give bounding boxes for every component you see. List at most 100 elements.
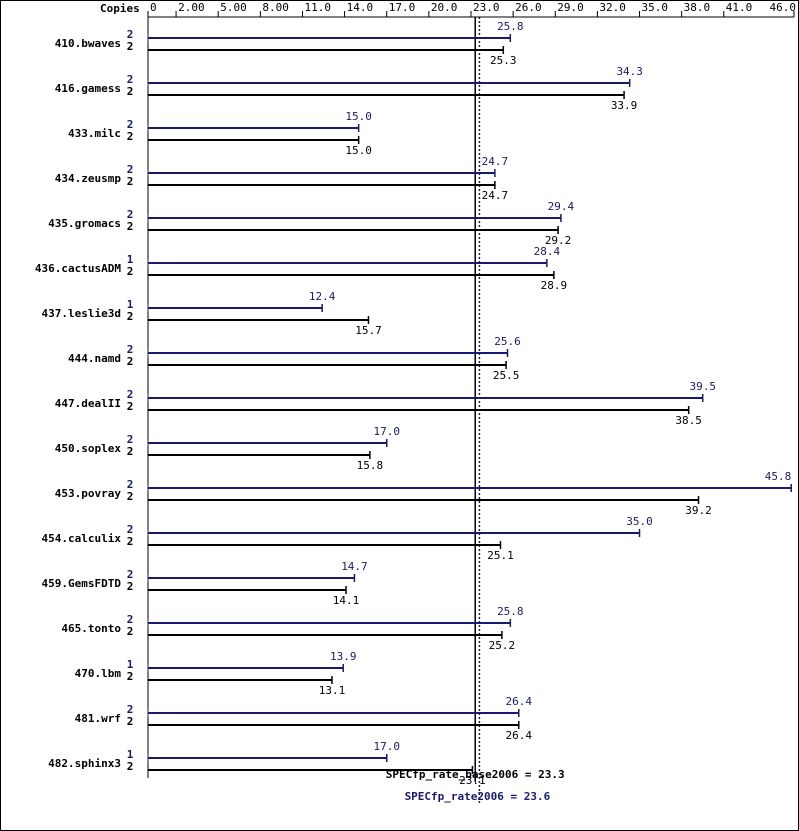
reference-label: SPECfp_rate2006 = 23.6 — [405, 790, 551, 803]
category-label: 454.calculix — [42, 532, 122, 545]
copies-label: 2 — [127, 445, 134, 458]
value-label: 14.1 — [333, 594, 360, 607]
copies-label: 2 — [127, 625, 134, 638]
category-label: 459.GemsFDTD — [42, 577, 122, 590]
x-tick-label: 14.0 — [347, 1, 374, 14]
value-label: 17.0 — [373, 740, 400, 753]
value-label: 34.3 — [616, 65, 643, 78]
copies-label: 2 — [127, 28, 134, 41]
copies-label: 1 — [127, 748, 134, 761]
copies-label: 2 — [127, 580, 134, 593]
category-label: 444.namd — [68, 352, 121, 365]
category-label: 434.zeusmp — [55, 172, 122, 185]
value-label: 15.0 — [345, 110, 372, 123]
x-tick-label: 32.0 — [599, 1, 626, 14]
value-label: 15.7 — [355, 324, 382, 337]
x-tick-label: 46.0 — [770, 1, 797, 14]
value-label: 12.4 — [309, 290, 336, 303]
value-label: 24.7 — [482, 189, 509, 202]
copies-label: 2 — [127, 400, 134, 413]
category-label: 435.gromacs — [48, 217, 121, 230]
x-tick-label: 29.0 — [557, 1, 584, 14]
x-tick-label: 26.0 — [515, 1, 542, 14]
copies-label: 2 — [127, 343, 134, 356]
value-label: 25.5 — [493, 369, 520, 382]
value-label: 17.0 — [373, 425, 400, 438]
copies-label: 2 — [127, 478, 134, 491]
value-label: 26.4 — [505, 695, 532, 708]
x-tick-label: 20.0 — [431, 1, 458, 14]
copies-label: 2 — [127, 220, 134, 233]
value-label: 13.9 — [330, 650, 357, 663]
value-label: 33.9 — [611, 99, 638, 112]
value-label: 28.9 — [541, 279, 568, 292]
copies-label: 2 — [127, 670, 134, 683]
x-tick-label: 41.0 — [726, 1, 753, 14]
category-label: 410.bwaves — [55, 37, 121, 50]
copies-label: 2 — [127, 613, 134, 626]
copies-label: 2 — [127, 703, 134, 716]
value-label: 25.3 — [490, 54, 517, 67]
value-label: 25.2 — [489, 639, 516, 652]
copies-label: 2 — [127, 118, 134, 131]
category-label: 470.lbm — [75, 667, 122, 680]
category-label: 433.milc — [68, 127, 121, 140]
copies-label: 1 — [127, 298, 134, 311]
value-label: 39.2 — [685, 504, 712, 517]
copies-label: 2 — [127, 163, 134, 176]
copies-label: 1 — [127, 253, 134, 266]
category-label: 416.gamess — [55, 82, 121, 95]
value-label: 29.4 — [548, 200, 575, 213]
value-label: 25.8 — [497, 20, 524, 33]
value-label: 15.8 — [357, 459, 384, 472]
x-tick-label: 17.0 — [389, 1, 416, 14]
value-label: 25.6 — [494, 335, 521, 348]
x-tick-label: 5.00 — [220, 1, 247, 14]
value-label: 23.1 — [459, 774, 486, 787]
category-label: 482.sphinx3 — [48, 757, 121, 770]
copies-label: 2 — [127, 523, 134, 536]
copies-label: 2 — [127, 73, 134, 86]
value-label: 29.2 — [545, 234, 572, 247]
value-label: 28.4 — [534, 245, 561, 258]
category-label: 436.cactusADM — [35, 262, 121, 275]
category-label: 447.dealII — [55, 397, 121, 410]
copies-label: 1 — [127, 658, 134, 671]
x-tick-label: 35.0 — [642, 1, 669, 14]
value-label: 39.5 — [689, 380, 716, 393]
copies-label: 2 — [127, 208, 134, 221]
value-label: 14.7 — [341, 560, 368, 573]
value-label: 38.5 — [675, 414, 702, 427]
copies-label: 2 — [127, 760, 134, 773]
x-tick-label: 2.00 — [178, 1, 205, 14]
copies-label: 2 — [127, 175, 134, 188]
copies-label: 2 — [127, 85, 134, 98]
x-tick-label: 0 — [150, 1, 157, 14]
copies-label: 2 — [127, 355, 134, 368]
category-label: 453.povray — [55, 487, 122, 500]
copies-label: 2 — [127, 388, 134, 401]
copies-label: 2 — [127, 40, 134, 53]
value-label: 35.0 — [626, 515, 653, 528]
x-tick-label: 11.0 — [304, 1, 331, 14]
category-label: 481.wrf — [75, 712, 121, 725]
category-label: 450.soplex — [55, 442, 122, 455]
category-label: 437.leslie3d — [42, 307, 121, 320]
value-label: 25.8 — [497, 605, 524, 618]
value-label: 26.4 — [505, 729, 532, 742]
x-tick-label: 23.0 — [473, 1, 500, 14]
value-label: 45.8 — [765, 470, 792, 483]
category-label: 465.tonto — [61, 622, 121, 635]
x-tick-label: 8.00 — [262, 1, 289, 14]
value-label: 24.7 — [482, 155, 509, 168]
copies-label: 2 — [127, 490, 134, 503]
copies-label: 2 — [127, 715, 134, 728]
reference-label: SPECfp_rate_base2006 = 23.3 — [386, 768, 565, 781]
copies-label: 2 — [127, 130, 134, 143]
copies-header: Copies — [100, 2, 140, 15]
copies-label: 2 — [127, 568, 134, 581]
value-label: 15.0 — [345, 144, 372, 157]
x-tick-label: 38.0 — [684, 1, 711, 14]
